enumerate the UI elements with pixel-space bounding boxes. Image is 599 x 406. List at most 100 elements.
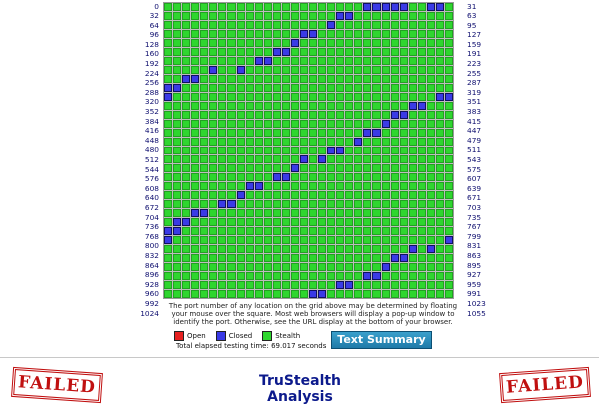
port-cell[interactable] (390, 65, 399, 74)
port-cell[interactable] (290, 83, 299, 92)
port-cell[interactable] (272, 263, 281, 272)
port-cell[interactable] (309, 74, 318, 83)
port-cell[interactable] (381, 146, 390, 155)
port-cell[interactable] (182, 218, 191, 227)
port-cell[interactable] (182, 11, 191, 20)
port-cell[interactable] (200, 119, 209, 128)
port-cell[interactable] (299, 56, 308, 65)
port-cell[interactable] (299, 47, 308, 56)
port-cell[interactable] (299, 29, 308, 38)
port-cell[interactable] (309, 56, 318, 65)
port-cell[interactable] (444, 191, 453, 200)
port-cell[interactable] (209, 218, 218, 227)
port-cell[interactable] (363, 182, 372, 191)
port-cell[interactable] (272, 110, 281, 119)
port-cell[interactable] (173, 281, 182, 290)
port-cell[interactable] (254, 92, 263, 101)
port-cell[interactable] (164, 3, 173, 11)
port-cell[interactable] (164, 110, 173, 119)
port-cell[interactable] (200, 182, 209, 191)
port-cell[interactable] (272, 119, 281, 128)
port-cell[interactable] (363, 209, 372, 218)
port-cell[interactable] (182, 245, 191, 254)
port-cell[interactable] (399, 155, 408, 164)
port-cell[interactable] (263, 137, 272, 146)
port-cell[interactable] (363, 128, 372, 137)
port-cell[interactable] (444, 47, 453, 56)
port-cell[interactable] (245, 173, 254, 182)
port-cell[interactable] (290, 254, 299, 263)
port-cell[interactable] (281, 11, 290, 20)
port-cell[interactable] (173, 263, 182, 272)
port-cell[interactable] (200, 164, 209, 173)
port-cell[interactable] (290, 200, 299, 209)
port-cell[interactable] (209, 29, 218, 38)
port-cell[interactable] (209, 128, 218, 137)
port-cell[interactable] (263, 38, 272, 47)
port-cell[interactable] (309, 29, 318, 38)
port-cell[interactable] (164, 236, 173, 245)
port-cell[interactable] (209, 11, 218, 20)
port-cell[interactable] (444, 128, 453, 137)
port-cell[interactable] (390, 281, 399, 290)
port-cell[interactable] (218, 56, 227, 65)
port-cell[interactable] (299, 65, 308, 74)
port-cell[interactable] (327, 56, 336, 65)
port-cell[interactable] (381, 263, 390, 272)
port-cell[interactable] (218, 20, 227, 29)
port-cell[interactable] (327, 236, 336, 245)
port-cell[interactable] (209, 137, 218, 146)
port-cell[interactable] (173, 65, 182, 74)
port-cell[interactable] (272, 38, 281, 47)
port-cell[interactable] (390, 128, 399, 137)
port-cell[interactable] (381, 137, 390, 146)
port-cell[interactable] (182, 47, 191, 56)
port-cell[interactable] (372, 236, 381, 245)
port-cell[interactable] (318, 254, 327, 263)
port-cell[interactable] (191, 128, 200, 137)
port-cell[interactable] (435, 281, 444, 290)
port-cell[interactable] (272, 83, 281, 92)
port-cell[interactable] (345, 83, 354, 92)
port-cell[interactable] (173, 74, 182, 83)
port-cell[interactable] (408, 164, 417, 173)
port-cell[interactable] (345, 182, 354, 191)
port-cell[interactable] (164, 119, 173, 128)
port-cell[interactable] (390, 272, 399, 281)
port-cell[interactable] (281, 119, 290, 128)
port-cell[interactable] (254, 3, 263, 11)
port-cell[interactable] (299, 11, 308, 20)
port-cell[interactable] (218, 218, 227, 227)
port-cell[interactable] (227, 227, 236, 236)
port-cell[interactable] (245, 200, 254, 209)
port-cell[interactable] (318, 200, 327, 209)
port-cell[interactable] (435, 92, 444, 101)
port-cell[interactable] (363, 47, 372, 56)
port-cell[interactable] (390, 92, 399, 101)
port-cell[interactable] (218, 173, 227, 182)
port-cell[interactable] (399, 236, 408, 245)
port-cell[interactable] (354, 20, 363, 29)
port-cell[interactable] (263, 173, 272, 182)
port-cell[interactable] (444, 74, 453, 83)
port-cell[interactable] (200, 74, 209, 83)
port-cell[interactable] (309, 290, 318, 298)
port-cell[interactable] (336, 245, 345, 254)
port-cell[interactable] (173, 254, 182, 263)
port-cell[interactable] (390, 155, 399, 164)
port-cell[interactable] (399, 74, 408, 83)
port-cell[interactable] (444, 182, 453, 191)
port-cell[interactable] (254, 164, 263, 173)
port-cell[interactable] (164, 227, 173, 236)
port-cell[interactable] (336, 209, 345, 218)
port-cell[interactable] (372, 65, 381, 74)
port-cell[interactable] (354, 92, 363, 101)
port-cell[interactable] (236, 155, 245, 164)
port-cell[interactable] (227, 173, 236, 182)
port-cell[interactable] (426, 29, 435, 38)
port-cell[interactable] (354, 101, 363, 110)
port-cell[interactable] (372, 200, 381, 209)
port-cell[interactable] (354, 29, 363, 38)
port-cell[interactable] (426, 200, 435, 209)
port-cell[interactable] (191, 245, 200, 254)
